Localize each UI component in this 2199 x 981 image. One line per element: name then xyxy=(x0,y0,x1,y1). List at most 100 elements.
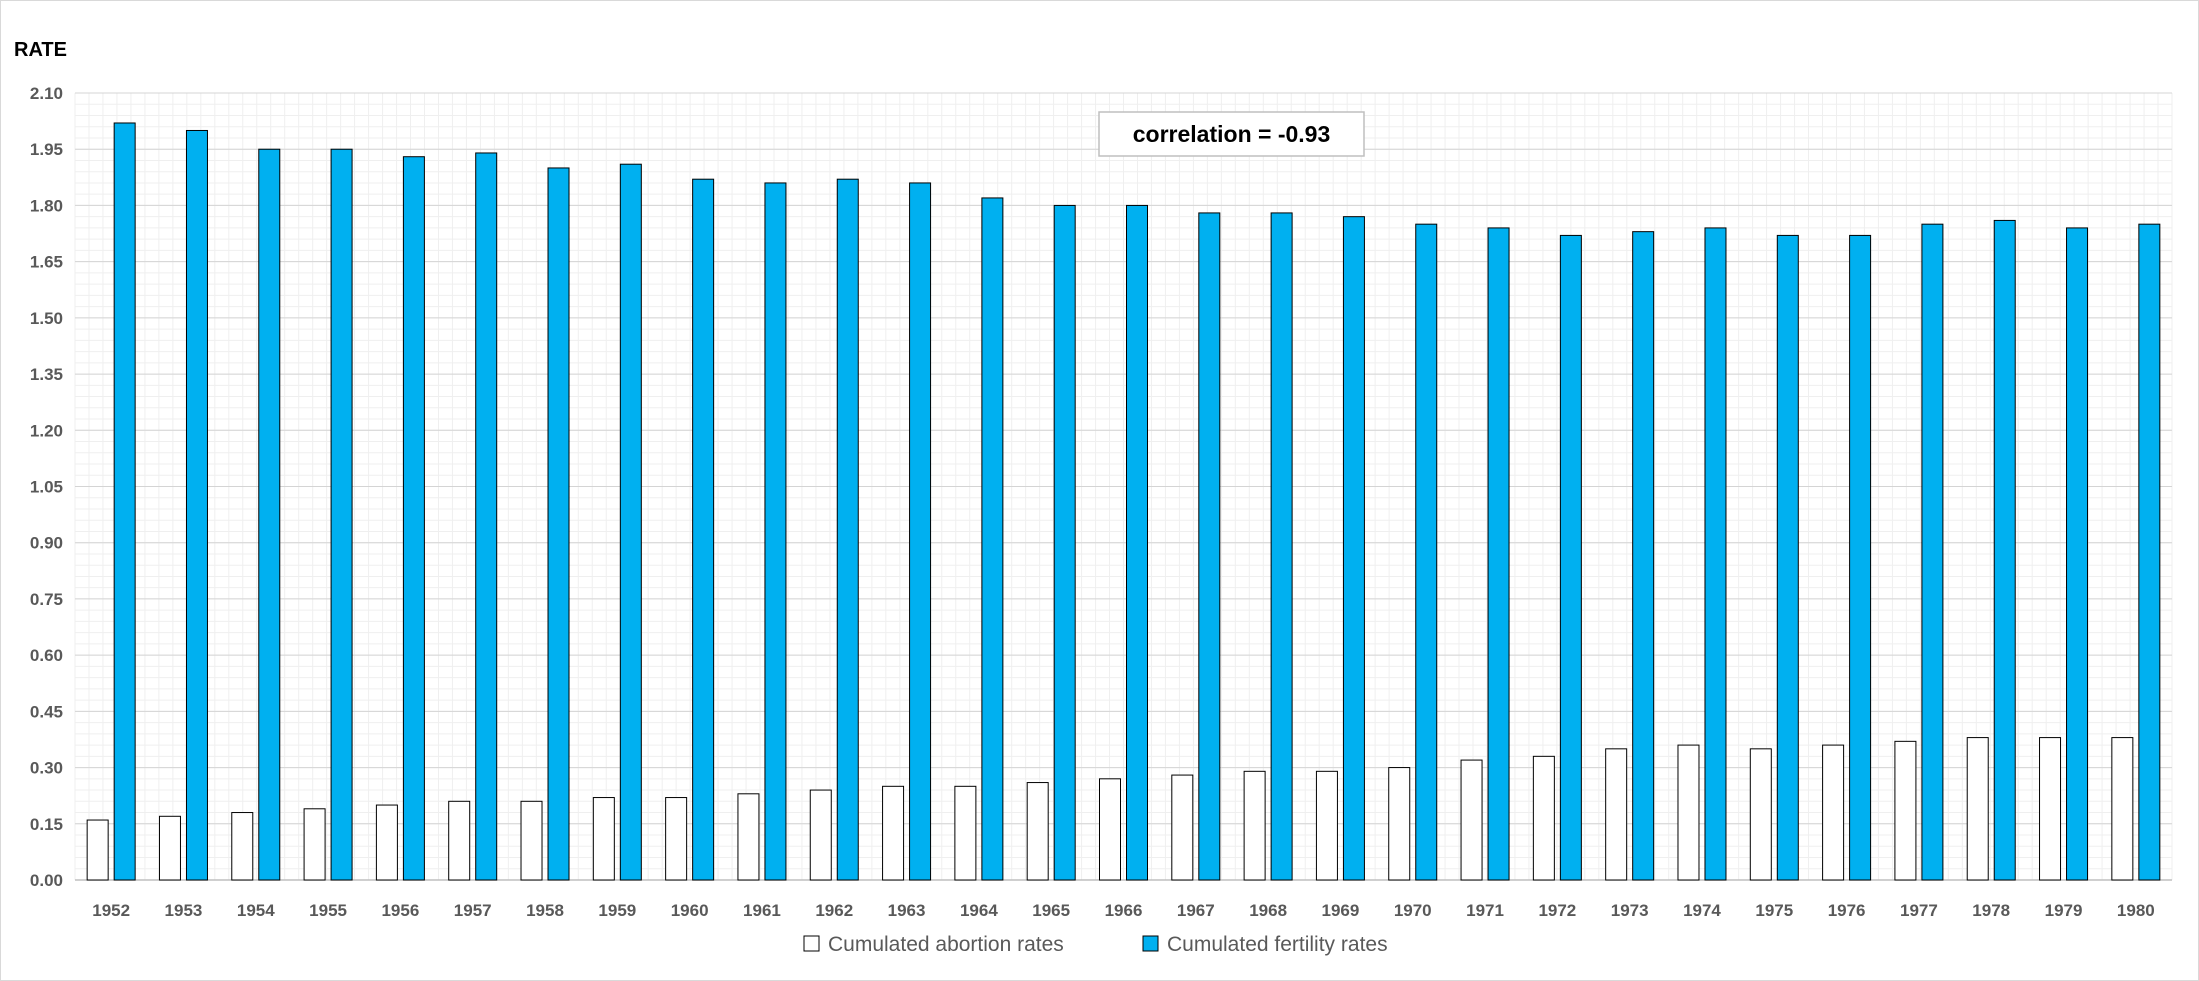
bar-fertility xyxy=(1270,212,1293,881)
bar-abortion xyxy=(592,797,615,881)
x-tick-label: 1956 xyxy=(381,901,419,920)
bar-fertility xyxy=(1415,223,1438,881)
bar-abortion xyxy=(809,789,832,881)
bar-fertility xyxy=(619,163,642,881)
bar-fertility xyxy=(1198,212,1221,881)
bar-abortion xyxy=(448,800,471,881)
bar-abortion xyxy=(1099,778,1121,881)
x-tick-label: 1965 xyxy=(1032,901,1070,920)
bar-abortion xyxy=(1171,774,1194,881)
y-tick-label: 1.95 xyxy=(30,140,63,159)
bar-abortion xyxy=(2111,737,2134,881)
bar-fertility xyxy=(475,152,498,881)
bar-abortion xyxy=(1532,755,1555,881)
y-tick-label: 0.90 xyxy=(30,534,63,553)
y-tick-label: 1.80 xyxy=(30,196,63,215)
bar-fertility xyxy=(547,167,570,881)
bar-fertility xyxy=(113,122,136,881)
x-tick-label: 1970 xyxy=(1394,901,1432,920)
x-tick-label: 1964 xyxy=(960,901,998,920)
bar-abortion xyxy=(1677,744,1700,881)
y-tick-label: 1.05 xyxy=(30,478,63,497)
bar-abortion xyxy=(1894,740,1917,881)
bar-fertility xyxy=(402,156,425,881)
x-tick-label: 1967 xyxy=(1177,901,1215,920)
bar-abortion xyxy=(954,785,977,881)
bar-abortion xyxy=(737,793,760,881)
x-tick-label: 1957 xyxy=(454,901,492,920)
bar-fertility xyxy=(1849,234,1872,881)
bar-abortion xyxy=(520,800,543,881)
x-tick-label: 1959 xyxy=(598,901,636,920)
y-tick-label: 2.10 xyxy=(30,84,63,103)
y-tick-label: 0.75 xyxy=(30,590,63,609)
x-tick-label: 1977 xyxy=(1900,901,1938,920)
x-tick-label: 1952 xyxy=(92,901,130,920)
x-tick-label: 1971 xyxy=(1466,901,1504,920)
legend-swatch-abortion xyxy=(803,935,820,952)
bar-abortion xyxy=(1243,770,1266,881)
bar-abortion xyxy=(303,808,326,881)
bar-fertility xyxy=(2138,223,2161,881)
x-tick-label: 1973 xyxy=(1611,901,1649,920)
y-tick-label: 1.35 xyxy=(30,365,63,384)
bar-fertility xyxy=(1559,234,1582,881)
bar-fertility xyxy=(836,178,859,881)
x-tick-label: 1955 xyxy=(309,901,347,920)
bar-fertility xyxy=(330,148,353,881)
bar-abortion xyxy=(882,785,905,881)
bar-fertility xyxy=(1632,231,1655,881)
bar-fertility xyxy=(909,182,932,881)
y-tick-label: 0.15 xyxy=(30,815,63,834)
bar-fertility xyxy=(1993,219,2016,881)
bar-abortion xyxy=(86,819,109,881)
x-tick-label: 1954 xyxy=(237,901,275,920)
bar-fertility xyxy=(1126,204,1148,881)
bar-fertility xyxy=(1776,234,1799,881)
bar-abortion xyxy=(375,804,398,881)
bar-abortion xyxy=(1605,748,1628,881)
bar-abortion xyxy=(1315,770,1338,881)
x-tick-label: 1979 xyxy=(2045,901,2083,920)
bar-abortion xyxy=(1460,759,1483,881)
bar-fertility xyxy=(1487,227,1510,881)
bar-fertility xyxy=(764,182,787,881)
legend-label-abortion: Cumulated abortion rates xyxy=(828,933,1064,956)
annotation-text: correlation = -0.93 xyxy=(1133,121,1331,147)
x-tick-label: 1974 xyxy=(1683,901,1721,920)
y-tick-label: 0.30 xyxy=(30,759,63,778)
bar-fertility xyxy=(1921,223,1944,881)
y-tick-label: 1.20 xyxy=(30,421,63,440)
x-tick-label: 1978 xyxy=(1972,901,2010,920)
bar-fertility xyxy=(981,197,1004,881)
x-tick-label: 1975 xyxy=(1755,901,1793,920)
x-tick-label: 1968 xyxy=(1249,901,1287,920)
y-tick-label: 0.45 xyxy=(30,702,63,721)
annotation-box xyxy=(1098,111,1365,157)
bar-fertility xyxy=(2066,227,2089,881)
bar-fertility xyxy=(1053,204,1076,881)
y-tick-label: 1.50 xyxy=(30,309,63,328)
y-tick-label: 1.65 xyxy=(30,253,63,272)
bar-abortion xyxy=(2039,737,2062,881)
bar-fertility xyxy=(258,148,281,881)
bar-fertility xyxy=(1704,227,1727,881)
x-tick-label: 1962 xyxy=(815,901,853,920)
bar-abortion xyxy=(158,815,181,881)
bar-fertility xyxy=(1342,216,1365,881)
bar-abortion xyxy=(1026,782,1049,881)
x-tick-label: 1966 xyxy=(1105,901,1143,920)
legend-swatch-fertility xyxy=(1142,935,1159,952)
y-tick-label: 0.60 xyxy=(30,646,63,665)
y-tick-label: 0.00 xyxy=(30,871,63,890)
x-tick-label: 1958 xyxy=(526,901,564,920)
x-tick-label: 1972 xyxy=(1538,901,1576,920)
bar-abortion xyxy=(1388,767,1411,881)
legend-label-fertility: Cumulated fertility rates xyxy=(1167,933,1388,956)
bar-abortion xyxy=(1822,744,1845,881)
x-tick-label: 1976 xyxy=(1828,901,1866,920)
bar-abortion xyxy=(665,797,688,881)
x-tick-label: 1980 xyxy=(2117,901,2155,920)
bar-fertility xyxy=(692,178,715,881)
